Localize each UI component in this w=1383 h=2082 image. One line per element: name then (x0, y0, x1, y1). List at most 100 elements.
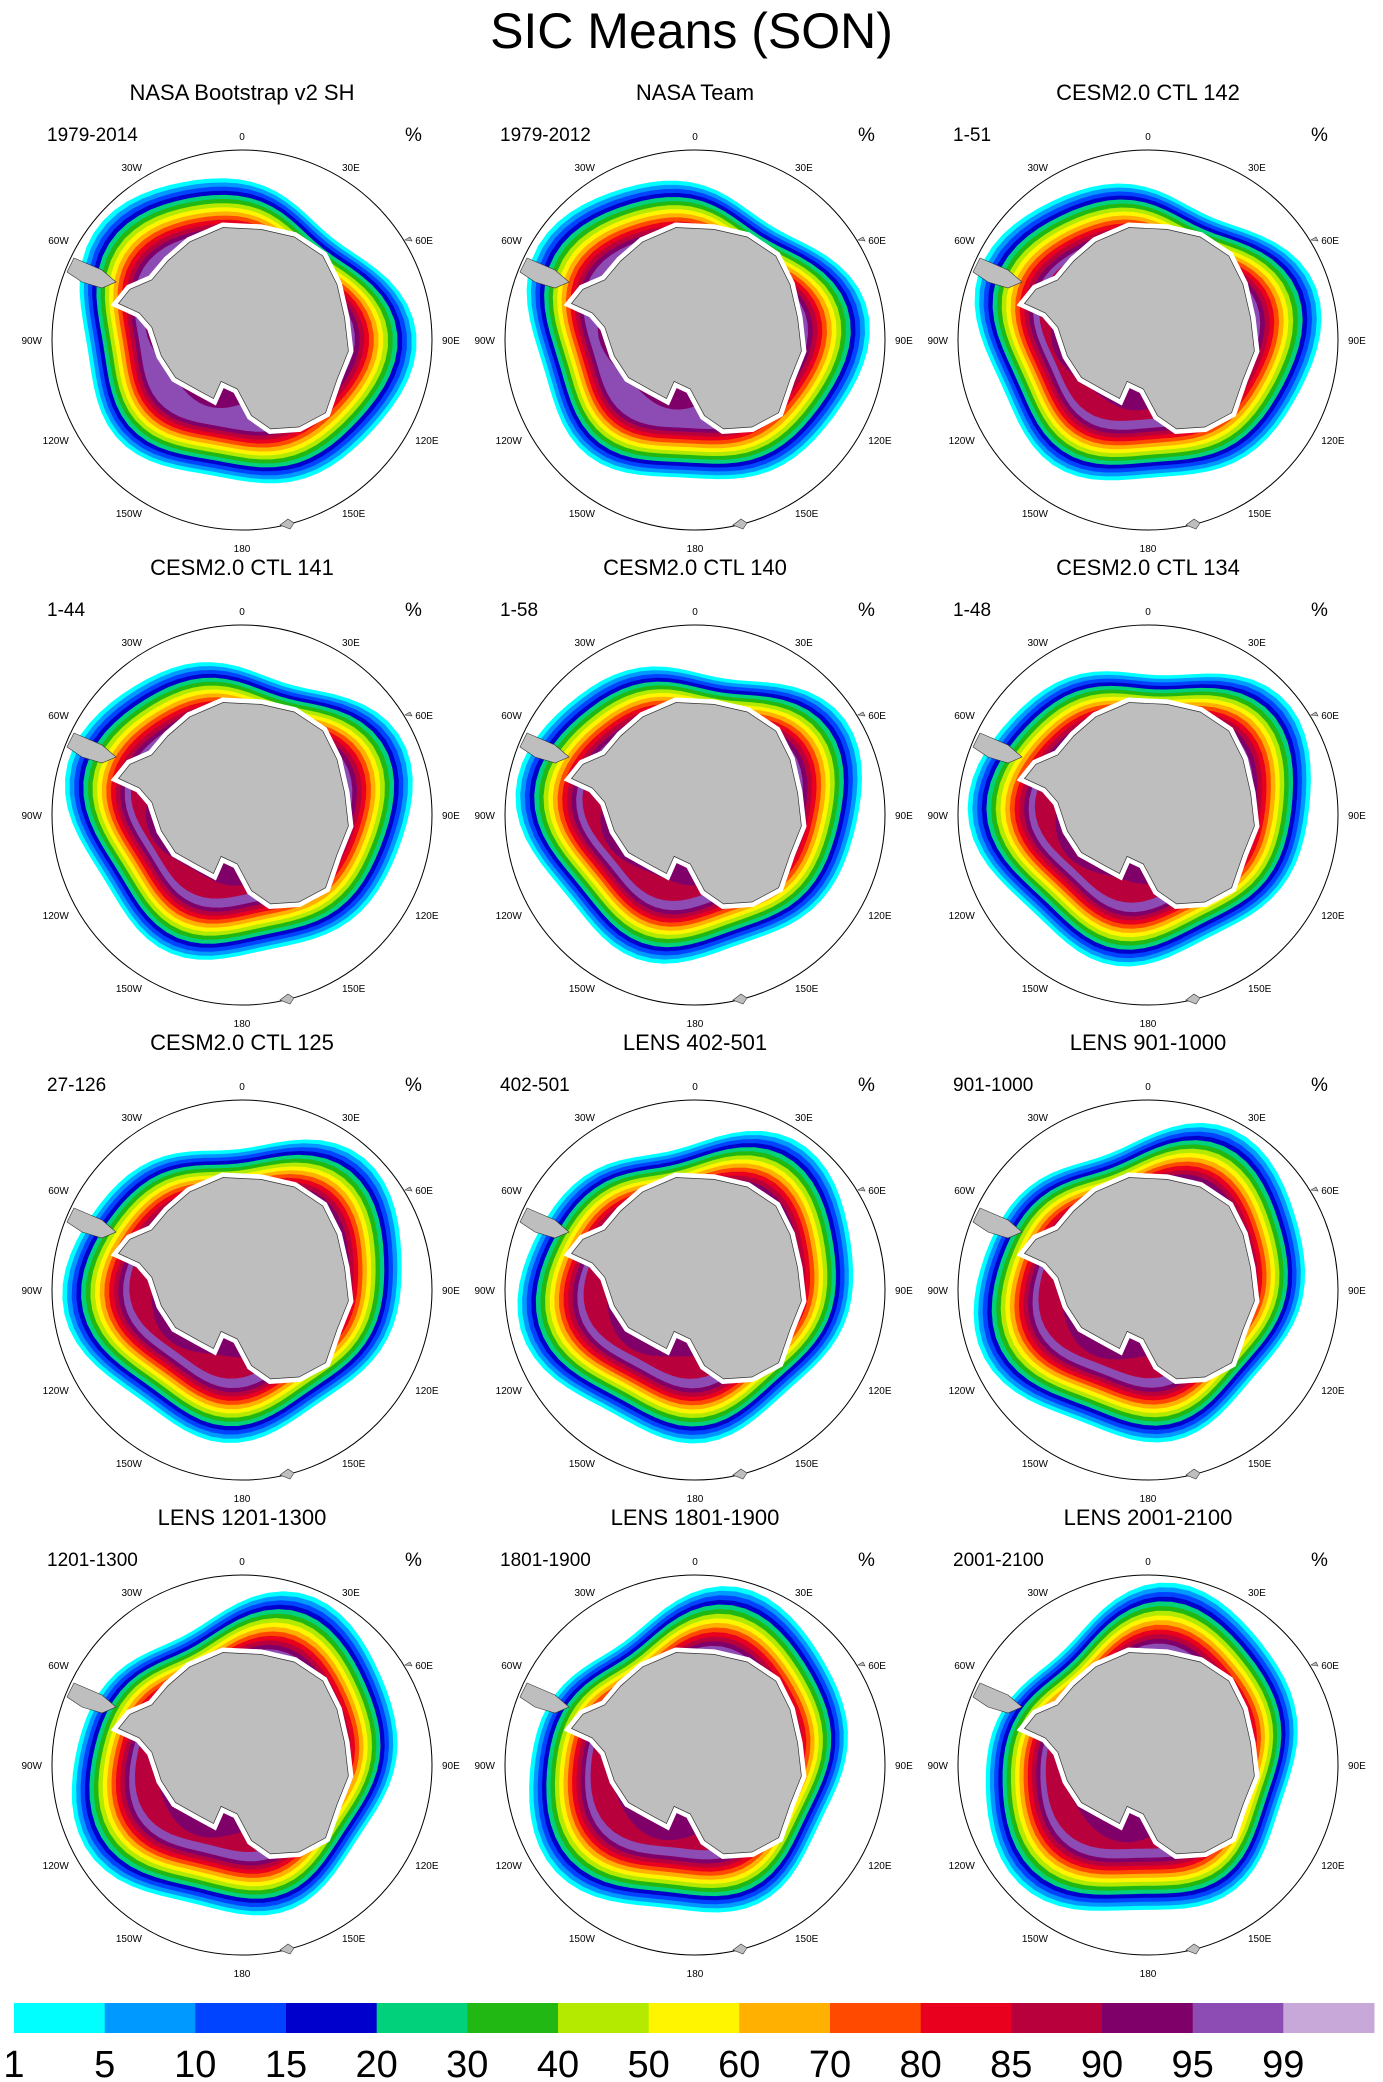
panel-10: LENS 1201-1300 1201-1300 % 0 30E 60E 90E 120E 15… (21, 1505, 460, 1980)
lon-label: 90W (21, 336, 42, 347)
lon-label: 60W (48, 1186, 69, 1197)
lon-label: 30E (1248, 163, 1266, 174)
lon-label: 60E (868, 1661, 886, 1672)
new-zealand (732, 1943, 748, 1955)
lon-label: 60E (868, 236, 886, 247)
lon-label: 60E (1321, 711, 1339, 722)
lon-label: 60E (1321, 1186, 1339, 1197)
lon-label: 30E (795, 638, 813, 649)
island (1310, 1661, 1319, 1667)
south-america (972, 1682, 1023, 1714)
lon-label: 120W (949, 436, 976, 447)
lon-label: 150E (795, 1459, 819, 1470)
lon-label: 120W (496, 1861, 523, 1872)
lon-label: 120E (868, 436, 892, 447)
lon-label: 60E (415, 1661, 433, 1672)
lon-label: 90W (21, 1761, 42, 1772)
antarctica (1023, 1652, 1255, 1855)
panel-title: CESM2.0 CTL 134 (1056, 555, 1240, 580)
lon-label: 120W (43, 1386, 70, 1397)
panel-years: 901-1000 (953, 1075, 1033, 1096)
panel-12: LENS 2001-2100 2001-2100 % 0 30E 60E 90E 120E 15… (927, 1505, 1366, 1980)
south-america (972, 1207, 1023, 1239)
lon-label: 90W (21, 811, 42, 822)
lon-label: 120E (415, 1861, 439, 1872)
new-zealand (1185, 1943, 1201, 1955)
panel-title: NASA Bootstrap v2 SH (130, 80, 355, 105)
lon-label: 150W (116, 1934, 143, 1945)
panel-1: NASA Bootstrap v2 SH 1979-2014 % 0 30E 60E 90E… (21, 80, 460, 555)
panel-unit: % (858, 600, 875, 621)
island (857, 1661, 866, 1667)
lon-label: 150W (116, 984, 143, 995)
panel-7: CESM2.0 CTL 125 27-126 % 0 30E 60E 90E 120E 150E… (21, 1030, 460, 1505)
lon-label: 30W (574, 1113, 595, 1124)
lon-label: 60E (415, 236, 433, 247)
lon-label: 90E (895, 336, 913, 347)
lon-label: 150E (1248, 1459, 1272, 1470)
lon-label: 60W (954, 1186, 975, 1197)
south-america (66, 1207, 117, 1239)
lon-label: 60W (48, 1661, 69, 1672)
lon-label: 60E (415, 711, 433, 722)
lon-label: 150W (569, 509, 596, 520)
lon-label: 120W (43, 1861, 70, 1872)
lon-label: 30W (1027, 1113, 1048, 1124)
lon-label: 90E (1348, 336, 1366, 347)
lon-label: 30W (121, 638, 142, 649)
lon-label: 150W (569, 1459, 596, 1470)
island (857, 711, 866, 717)
panel-title: LENS 402-501 (623, 1030, 767, 1055)
island (1310, 236, 1319, 242)
lon-label: 120W (949, 1386, 976, 1397)
lon-label: 150E (795, 509, 819, 520)
lon-label: 180 (234, 544, 251, 555)
lon-label: 90W (927, 336, 948, 347)
panel-title: CESM2.0 CTL 140 (603, 555, 787, 580)
lon-label: 60E (868, 711, 886, 722)
lon-label: 30W (574, 163, 595, 174)
lon-label: 180 (687, 1969, 704, 1980)
island (404, 1661, 413, 1667)
lon-label: 150E (795, 984, 819, 995)
island (404, 711, 413, 717)
antarctica (117, 227, 349, 430)
panel-unit: % (1311, 1550, 1328, 1571)
island (857, 236, 866, 242)
lon-label: 60E (1321, 1661, 1339, 1672)
panel-unit: % (858, 1075, 875, 1096)
lon-label: 60W (501, 711, 522, 722)
lon-label: 180 (687, 1019, 704, 1030)
lon-label: 0 (1145, 1557, 1151, 1568)
lon-label: 150E (795, 1934, 819, 1945)
lon-label: 60W (501, 1186, 522, 1197)
panel-title: LENS 901-1000 (1070, 1030, 1227, 1055)
lon-label: 120W (496, 911, 523, 922)
lon-label: 0 (239, 607, 245, 618)
lon-label: 60E (415, 1186, 433, 1197)
lon-label: 90E (442, 1761, 460, 1772)
panel-years: 1-51 (953, 125, 991, 146)
lon-label: 180 (687, 1494, 704, 1505)
lon-label: 150W (1022, 1934, 1049, 1945)
lon-label: 150W (1022, 984, 1049, 995)
panel-years: 1-58 (500, 600, 538, 621)
island (1310, 711, 1319, 717)
island (857, 1186, 866, 1192)
lon-label: 60W (501, 1661, 522, 1672)
lon-label: 30E (795, 163, 813, 174)
lon-label: 90W (474, 1761, 495, 1772)
lon-label: 30W (1027, 1588, 1048, 1599)
main-title: SIC Means (SON) (490, 3, 893, 59)
lon-label: 0 (692, 1557, 698, 1568)
south-america (519, 1207, 570, 1239)
panel-years: 1-44 (47, 600, 85, 621)
lon-label: 150W (116, 1459, 143, 1470)
panel-title: LENS 1201-1300 (158, 1505, 327, 1530)
new-zealand (732, 993, 748, 1005)
south-america (66, 732, 117, 764)
panel-title: LENS 1801-1900 (611, 1505, 780, 1530)
new-zealand (1185, 1468, 1201, 1480)
new-zealand (279, 1943, 295, 1955)
lon-label: 30W (574, 1588, 595, 1599)
